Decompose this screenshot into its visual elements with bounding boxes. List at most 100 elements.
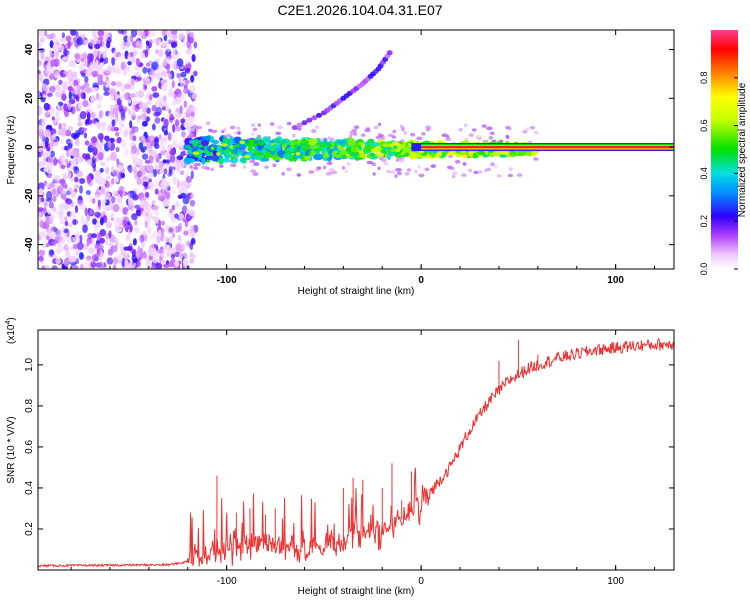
noise-blob: [101, 210, 106, 217]
noise-blob: [162, 159, 167, 164]
noise-blob: [94, 174, 101, 184]
halo-blob: [325, 172, 333, 176]
halo-blob: [464, 137, 470, 142]
noise-blob: [41, 122, 45, 131]
noise-blob: [173, 97, 178, 104]
colorbar-gradient: [711, 30, 738, 269]
noise-blob: [148, 172, 154, 179]
band-peak: [382, 143, 389, 148]
noise-blob: [83, 265, 91, 269]
halo-blob: [406, 168, 412, 172]
drift-blob: [291, 125, 298, 131]
noise-blob: [144, 77, 150, 82]
noise-blob: [67, 102, 72, 111]
noise-blob: [91, 237, 95, 245]
halo-blob: [264, 165, 269, 169]
noise-blob: [46, 34, 53, 40]
noise-blob: [143, 30, 149, 37]
colorbar: 0.0 0.2 0.4 0.6 0.8 Normalized spectral ampl…: [699, 30, 748, 275]
band-blob: [252, 154, 263, 160]
band-peak: [390, 148, 396, 152]
halo-blob: [272, 163, 277, 167]
noise-blob: [38, 73, 43, 82]
noise-blob: [179, 141, 184, 149]
band-blob: [370, 142, 381, 147]
noise-blob: [112, 107, 119, 115]
noise-blob: [119, 95, 125, 101]
noise-blob: [176, 51, 181, 57]
noise-blob: [148, 155, 154, 164]
noise-blob: [129, 120, 133, 129]
noise-blob: [171, 30, 178, 35]
band-blob: [222, 136, 228, 143]
noise-blob: [115, 228, 123, 233]
noise-blob: [46, 190, 53, 200]
noise-blob: [137, 115, 142, 120]
band-peak: [197, 149, 202, 153]
halo-blob: [421, 132, 426, 136]
chart-title: C2E1.2026.104.04.31.E07: [277, 2, 442, 18]
noise-blob: [193, 41, 198, 49]
halo-blob: [378, 133, 384, 138]
noise-blob: [190, 75, 195, 83]
band-peak: [337, 145, 342, 149]
noise-blob: [63, 232, 67, 238]
noise-blob: [104, 69, 112, 74]
noise-blob: [157, 96, 164, 103]
band-blob: [261, 136, 271, 144]
colorbar-tick-label: 0.4: [699, 167, 709, 180]
noise-blob: [158, 219, 162, 228]
noise-blob: [155, 262, 163, 269]
noise-blob: [72, 71, 78, 79]
noise-blob: [166, 251, 172, 257]
band-blob: [234, 136, 241, 142]
band-blob: [201, 135, 212, 142]
halo-blob: [285, 167, 292, 172]
noise-blob: [98, 151, 104, 161]
band-peak: [393, 145, 398, 150]
noise-blob: [135, 209, 141, 217]
noise-blob: [100, 185, 106, 193]
halo-blob: [388, 133, 394, 138]
noise-blob: [72, 243, 79, 249]
band-peak: [258, 142, 265, 146]
noise-blob: [108, 230, 112, 239]
noise-blob: [158, 134, 162, 140]
noise-blob: [100, 122, 107, 127]
noise-blob: [82, 224, 88, 233]
noise-blob: [149, 181, 153, 186]
noise-blob: [40, 51, 45, 60]
halo-blob: [193, 162, 198, 167]
noise-blob: [140, 124, 144, 131]
noise-blob: [86, 240, 90, 247]
band-peak: [302, 147, 308, 152]
band-blob: [200, 140, 209, 147]
band-peak: [511, 153, 515, 158]
band-blob: [332, 150, 337, 157]
halo-blob: [315, 125, 320, 130]
snr-line: [38, 338, 674, 568]
noise-blob: [95, 193, 100, 200]
noise-blob: [169, 208, 173, 214]
noise-blob: [174, 213, 179, 219]
noise-blob: [43, 201, 48, 207]
noise-blob: [51, 240, 57, 246]
halo-blob: [468, 133, 474, 137]
noise-blob: [56, 229, 62, 236]
halo-blob: [225, 134, 232, 138]
halo-blob: [522, 130, 528, 134]
noise-blob: [105, 76, 109, 82]
y-tick-label: 0: [24, 144, 35, 150]
band-peak: [350, 152, 355, 156]
band-peak: [210, 146, 215, 150]
noise-blob: [152, 169, 158, 177]
snr-scale-prefix: (x10: [6, 324, 17, 344]
noise-blob: [115, 81, 122, 88]
halo-blob: [493, 164, 498, 168]
band-peak: [404, 152, 410, 157]
noise-blob: [189, 242, 194, 250]
noise-blob: [42, 83, 48, 92]
noise-blob: [142, 181, 149, 187]
halo-blob: [211, 129, 218, 134]
noise-blob: [38, 47, 46, 53]
